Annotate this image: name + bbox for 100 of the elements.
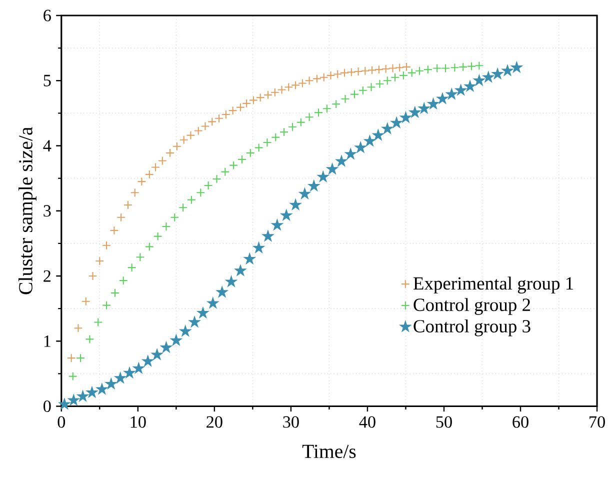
point <box>96 384 108 394</box>
point <box>244 253 256 264</box>
point <box>186 130 196 140</box>
legend-label: Control group 3 <box>414 319 530 336</box>
point <box>253 242 264 253</box>
point <box>446 88 458 99</box>
point <box>198 307 208 318</box>
point <box>390 72 400 82</box>
point <box>214 114 224 123</box>
point <box>464 80 476 92</box>
point <box>332 99 341 108</box>
point <box>180 326 191 336</box>
point <box>502 65 513 76</box>
point <box>382 123 393 134</box>
point <box>395 63 404 72</box>
point <box>428 98 439 109</box>
point <box>458 62 468 72</box>
point <box>368 66 377 75</box>
x-axis-title: Time/s <box>302 444 356 458</box>
x-tick-label: 10 <box>130 416 146 428</box>
x-tick-label: 20 <box>206 416 222 428</box>
point <box>304 76 314 86</box>
point <box>270 88 280 97</box>
point <box>158 156 167 166</box>
point <box>151 162 160 172</box>
point <box>354 66 363 76</box>
y-tick-label: 4 <box>43 140 52 152</box>
point <box>137 176 146 186</box>
point <box>102 300 112 310</box>
point <box>102 240 112 250</box>
x-tick-label: 60 <box>512 416 528 428</box>
point <box>407 68 416 78</box>
point <box>152 349 162 360</box>
point <box>304 112 314 122</box>
point <box>290 199 301 210</box>
point <box>144 170 154 179</box>
x-tick-label: 70 <box>590 416 605 428</box>
y-tick-label: 2 <box>44 270 51 282</box>
point <box>68 372 78 381</box>
point <box>441 64 450 73</box>
point <box>133 362 144 374</box>
point <box>194 126 203 136</box>
point <box>474 61 484 70</box>
point <box>319 72 328 82</box>
point <box>511 62 522 72</box>
point <box>402 62 411 72</box>
point <box>221 110 230 119</box>
point <box>482 72 494 82</box>
point <box>366 82 376 92</box>
point <box>346 68 356 77</box>
point <box>94 318 103 327</box>
point <box>144 242 154 252</box>
point <box>256 92 265 102</box>
point <box>262 138 272 147</box>
point <box>127 262 136 272</box>
point <box>450 63 460 72</box>
point <box>216 286 228 297</box>
point <box>355 142 366 152</box>
point <box>254 143 264 152</box>
point <box>196 188 206 198</box>
point <box>264 90 272 100</box>
point <box>228 106 238 115</box>
point <box>81 296 90 306</box>
x-tick-label: 0 <box>58 416 66 428</box>
point <box>124 367 135 378</box>
point <box>296 118 306 127</box>
point <box>204 180 213 190</box>
point <box>248 96 258 105</box>
point <box>68 394 80 406</box>
point <box>88 271 98 280</box>
point <box>66 353 76 362</box>
point <box>340 68 349 78</box>
y-tick-label: 3 <box>44 205 51 217</box>
point <box>333 70 342 79</box>
point <box>298 78 307 88</box>
point <box>212 174 222 184</box>
point <box>398 70 408 80</box>
point <box>388 64 398 73</box>
x-tick-label: 50 <box>436 416 452 428</box>
point <box>116 212 126 222</box>
point <box>142 356 154 366</box>
point <box>277 85 286 94</box>
point <box>455 84 466 95</box>
point <box>114 372 126 383</box>
point <box>437 93 448 104</box>
point <box>326 163 338 174</box>
point <box>350 90 359 99</box>
point <box>76 353 86 362</box>
legend-label: Control group 2 <box>414 298 530 315</box>
y-tick-label: 6 <box>44 10 51 22</box>
point <box>246 148 255 158</box>
point <box>130 188 140 198</box>
point <box>242 98 252 108</box>
point <box>492 68 503 79</box>
point <box>336 156 347 166</box>
point <box>308 180 320 191</box>
point <box>314 108 323 117</box>
point <box>340 94 350 104</box>
point <box>391 117 402 128</box>
point <box>423 64 432 74</box>
